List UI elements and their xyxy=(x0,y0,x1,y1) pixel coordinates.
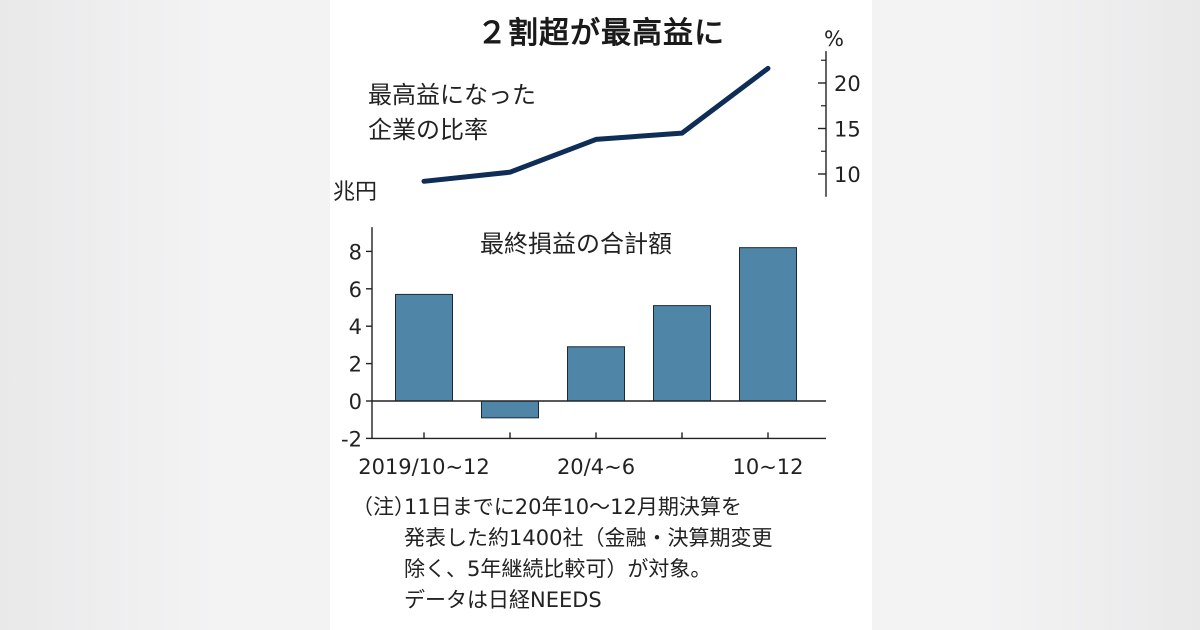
line-chart-y-tick-label-1: 15 xyxy=(834,118,861,142)
line-chart-title-line-1: 最高益になった xyxy=(368,81,536,109)
line-chart-point-0 xyxy=(422,179,426,183)
bar-chart-y-tick-label-0: -2 xyxy=(341,427,362,451)
bar-chart-x-tick-label-1: 20/4~6 xyxy=(557,455,635,479)
line-chart-point-4 xyxy=(766,66,770,70)
bar-chart-y-tick-label-5: 8 xyxy=(349,240,362,264)
chart-card: ２割超が最高益に 10 15 20% 最高益になった 企業の比率 兆円 最終損益の合計額 -2… xyxy=(330,0,872,630)
bar-0 xyxy=(395,293,453,402)
bar-chart-title: 最終損益の合計額 xyxy=(480,230,672,258)
line-chart-y-tick-label-0: 10 xyxy=(834,163,861,187)
bar-chart-y-tick-label-3: 4 xyxy=(349,315,362,339)
footnote-line-1: 11日までに20年10～12月期決算を xyxy=(404,495,742,519)
footnote-prefix: （注） xyxy=(352,495,415,519)
line-chart-unit-label: % xyxy=(824,27,844,51)
line-chart-point-2 xyxy=(594,137,598,141)
bar-chart-x-tick-label-2: 10~12 xyxy=(732,455,803,479)
line-chart-point-1 xyxy=(508,170,512,174)
footnote: （注）11日までに20年10～12月期決算を 発表した約1400社（金融・決算期… xyxy=(352,492,862,616)
bar-chart-y-tick-label-4: 6 xyxy=(349,278,362,302)
bar-chart-y-tick-label-1: 0 xyxy=(349,390,362,414)
footnote-line-2: 発表した約1400社（金融・決算期変更 xyxy=(404,526,773,550)
footnote-line-3: 除く、5年継続比較可）が対象。 xyxy=(404,557,712,581)
bar-chart-y-tick-label-2: 2 xyxy=(349,353,362,377)
bar-1 xyxy=(481,400,539,419)
line-chart-title-line-2: 企業の比率 xyxy=(368,116,488,144)
bar-2 xyxy=(567,346,625,402)
bar-chart-unit-label: 兆円 xyxy=(333,180,377,205)
line-chart-y-tick-label-2: 20 xyxy=(834,72,861,96)
bar-chart-x-tick-label-0: 2019/10~12 xyxy=(358,455,490,479)
line-chart-point-3 xyxy=(680,131,684,135)
bar-4 xyxy=(739,247,797,402)
footnote-line-4: データは日経NEEDS xyxy=(404,588,602,612)
chart-title: ２割超が最高益に xyxy=(477,16,725,51)
bar-3 xyxy=(653,305,711,402)
